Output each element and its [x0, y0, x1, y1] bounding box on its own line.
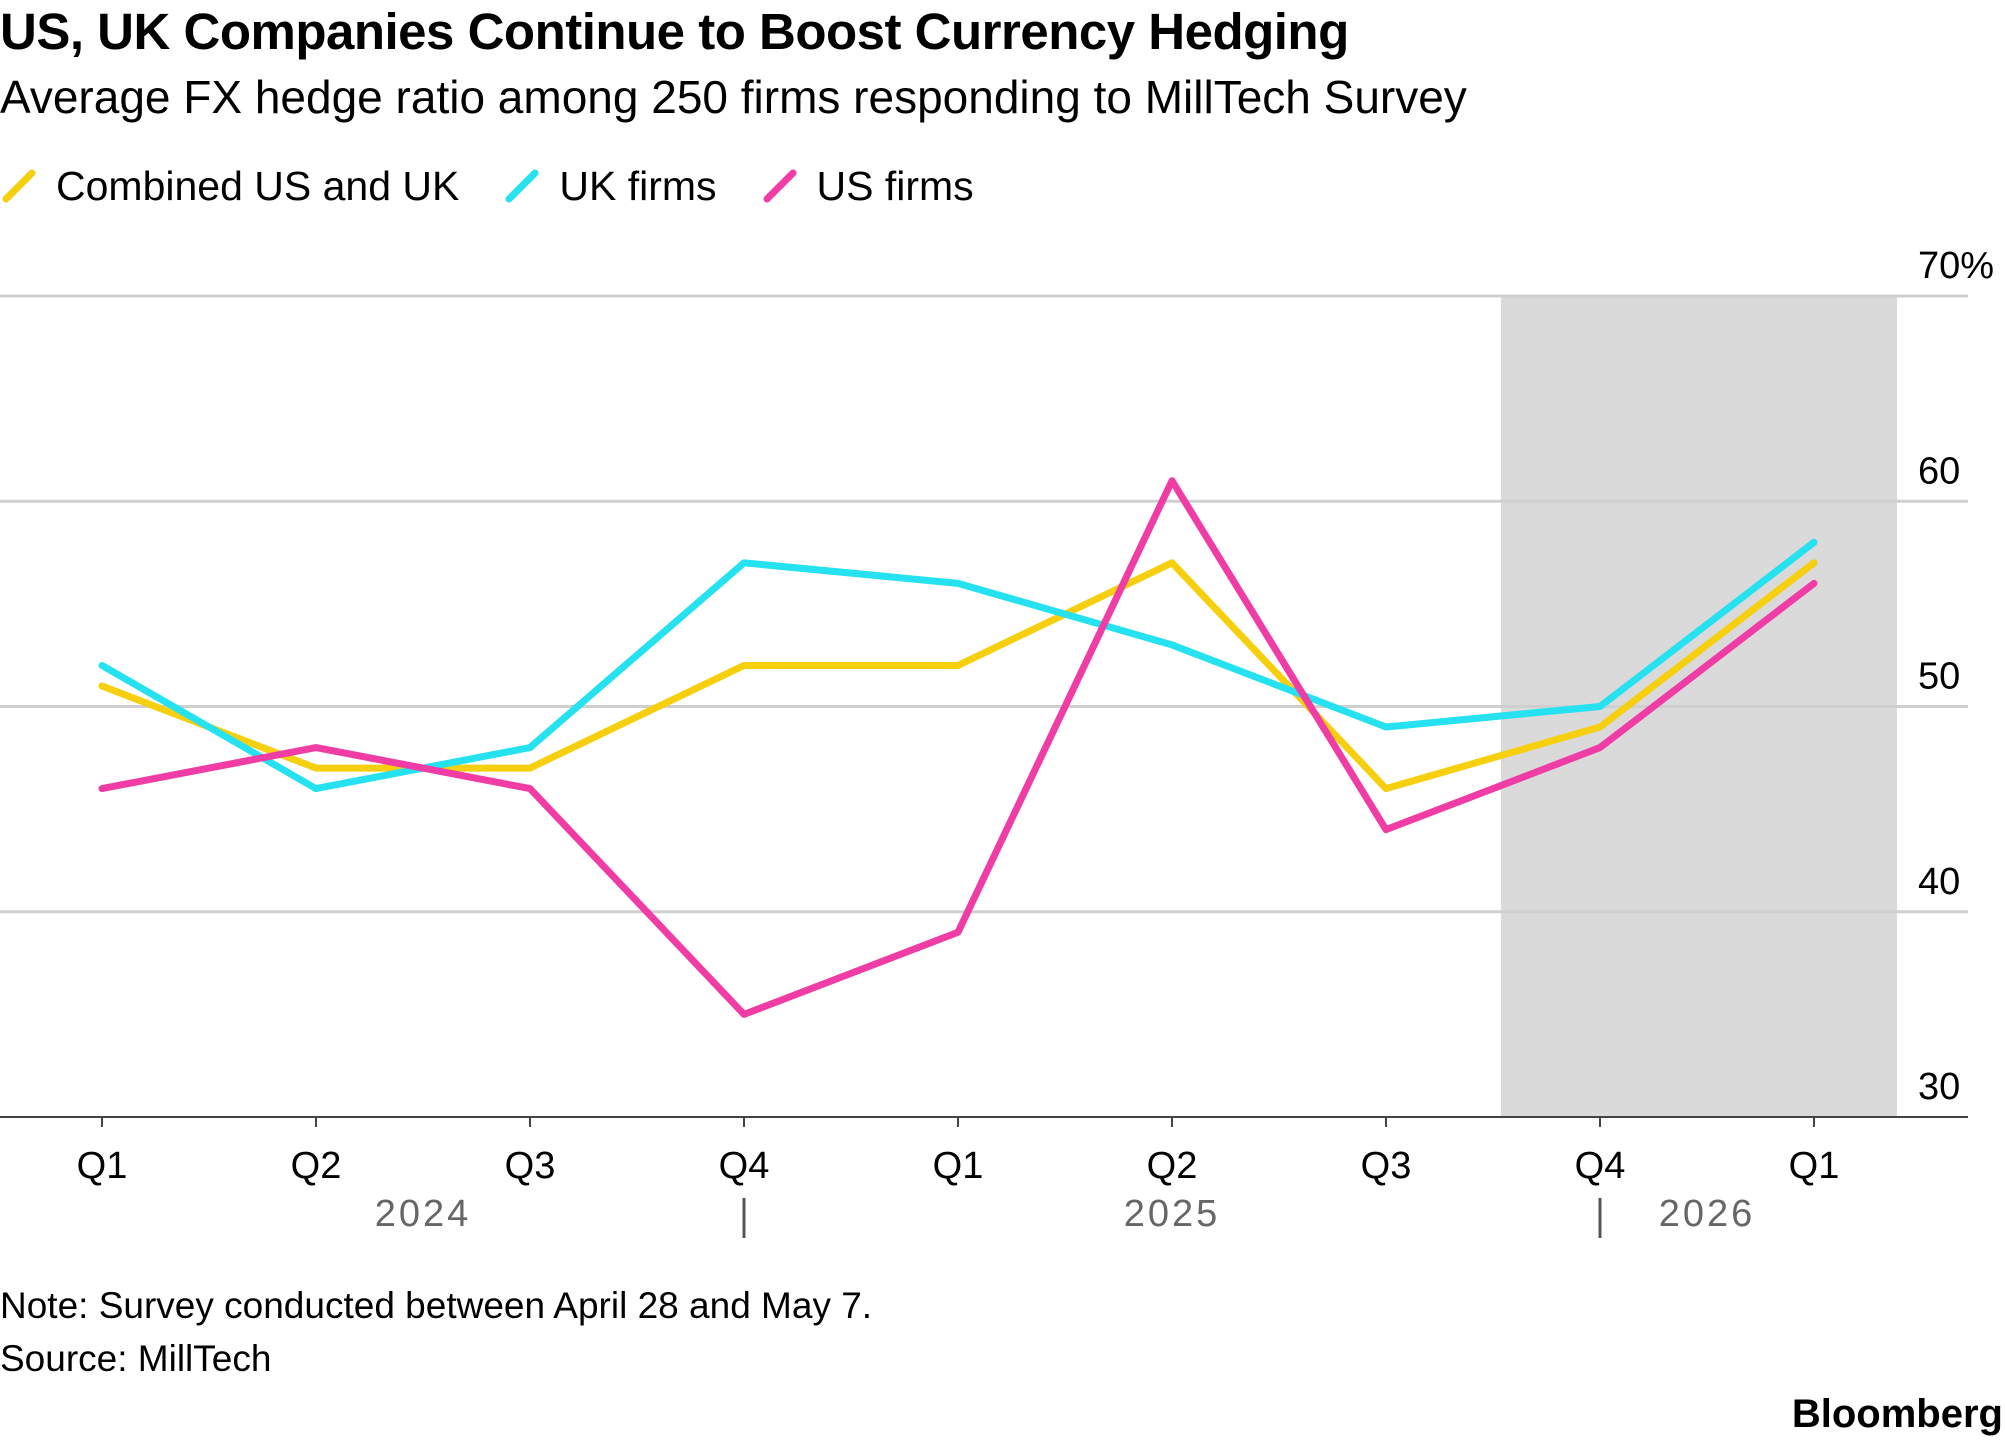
brand-logo: Bloomberg: [1791, 1392, 2003, 1436]
y-tick-label: 50: [1918, 656, 1960, 698]
y-tick-label: 30: [1918, 1066, 1960, 1108]
x-tick-label: Q1: [1789, 1145, 1840, 1187]
chart-source: Source: MillTech: [0, 1338, 272, 1379]
legend-item: UK firms: [503, 162, 717, 210]
legend-swatch: [763, 169, 797, 203]
chart-note: Note: Survey conducted between April 28 …: [0, 1285, 873, 1326]
y-tick-label: 70%: [1918, 245, 1994, 287]
year-label: 2024: [375, 1193, 472, 1235]
x-tick-label: Q1: [933, 1145, 984, 1187]
legend-swatch: [2, 169, 36, 203]
legend-label: US firms: [816, 162, 974, 209]
y-tick-label: 60: [1918, 450, 1960, 492]
y-tick-label: 40: [1918, 861, 1960, 903]
x-tick-label: Q2: [1147, 1145, 1198, 1187]
year-label: 2026: [1659, 1193, 1756, 1235]
x-tick-label: Q4: [1575, 1145, 1626, 1187]
series-line: [98, 538, 1818, 793]
legend-label: Combined US and UK: [56, 162, 460, 209]
x-tick-label: Q2: [291, 1145, 342, 1187]
legend: Combined US and UK UK firms US firms: [0, 158, 1018, 214]
legend-item: Combined US and UK: [0, 163, 459, 210]
x-tick-label: Q4: [719, 1145, 770, 1187]
series-line: [98, 559, 1818, 793]
x-tick-label: Q3: [505, 1145, 556, 1187]
x-tick-label: Q1: [77, 1145, 128, 1187]
year-label: 2025: [1124, 1193, 1221, 1235]
legend-item: US firms: [761, 163, 974, 210]
legend-label: UK firms: [559, 162, 717, 209]
chart-title: US, UK Companies Continue to Boost Curre…: [0, 3, 1349, 60]
x-tick-label: Q3: [1361, 1145, 1412, 1187]
series-line: [98, 477, 1818, 1018]
legend-swatch: [505, 169, 539, 203]
chart-subtitle: Average FX hedge ratio among 250 firms r…: [0, 71, 1467, 123]
